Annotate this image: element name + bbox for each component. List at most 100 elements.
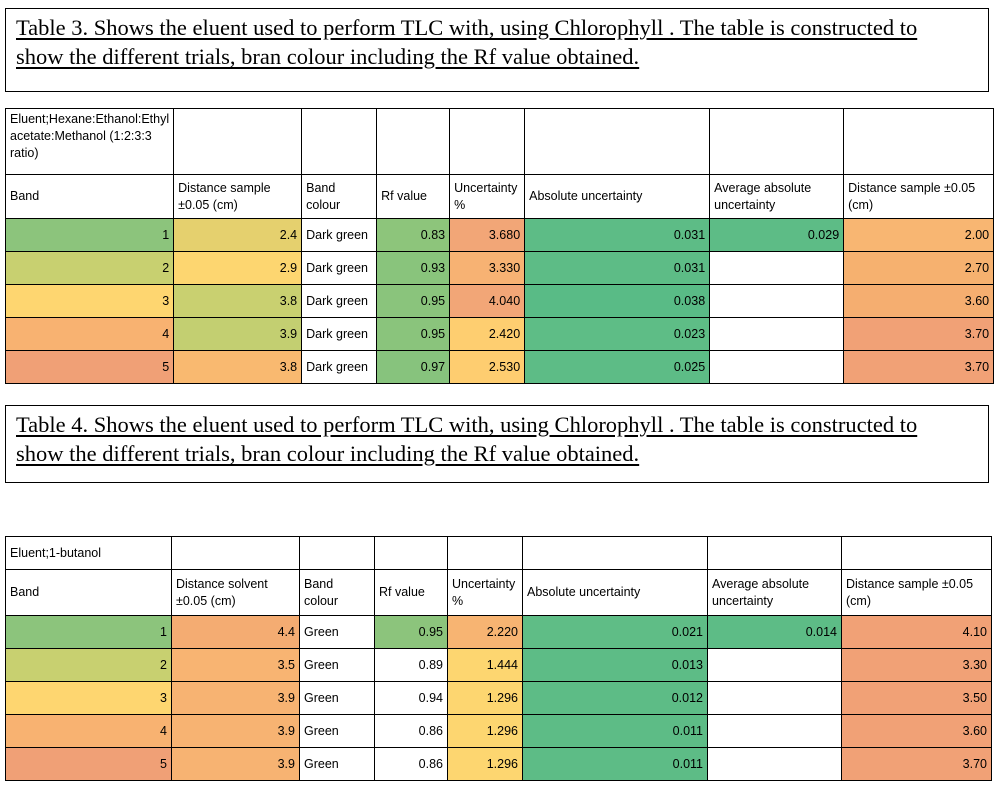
absolute-uncertainty-cell: 0.031 [524, 251, 711, 285]
distance-sample-cell: 3.60 [843, 284, 995, 318]
band-colour-cell: Dark green [301, 317, 378, 351]
average-absolute-uncertainty-cell [707, 681, 842, 715]
uncertainty-pct-cell: 2.220 [447, 615, 523, 649]
rf-value-cell: 0.83 [376, 218, 451, 252]
distance-sample-cell: 3.70 [841, 747, 992, 781]
table4-header-absolute-uncertainty: Absolute uncertainty [522, 569, 708, 616]
band-colour-cell: Green [299, 747, 375, 781]
distance-sample-cell: 2.70 [843, 251, 995, 285]
uncertainty-pct-cell: 4.040 [449, 284, 526, 318]
table4-caption: Table 4. Shows the eluent used to perfor… [5, 405, 989, 483]
uncertainty-pct-cell: 1.296 [447, 714, 523, 748]
band-colour-cell: Green [299, 714, 375, 748]
band-cell: 4 [5, 714, 172, 748]
absolute-uncertainty-cell: 0.038 [524, 284, 711, 318]
distance-cell: 3.9 [173, 317, 303, 351]
table-row: 3 3.9 Green 0.94 1.296 0.012 3.50 [5, 681, 992, 715]
table-row: 2 2.9 Dark green 0.93 3.330 0.031 2.70 [4, 251, 995, 285]
table4: Eluent;1-butanol Band Distance solvent ±… [5, 536, 992, 781]
absolute-uncertainty-cell: 0.021 [522, 615, 708, 649]
band-colour-cell: Dark green [301, 251, 378, 285]
distance-sample-cell: 3.70 [843, 350, 995, 384]
rf-value-cell: 0.86 [374, 747, 448, 781]
distance-sample-cell: 3.60 [841, 714, 992, 748]
distance-sample-cell: 3.70 [843, 317, 995, 351]
table4-header-band-colour: Band colour [299, 569, 375, 616]
table3-header-band-colour: Band colour [301, 174, 378, 219]
table4-header-row: Band Distance solvent ±0.05 (cm) Band co… [5, 569, 992, 616]
table3: Eluent;Hexane:Ethanol:Ethyl acetate:Meth… [4, 108, 995, 384]
distance-cell: 3.8 [173, 284, 303, 318]
distance-cell: 3.9 [171, 747, 300, 781]
table3-header-distance-sample: Distance sample ±0.05 (cm) [843, 174, 995, 219]
absolute-uncertainty-cell: 0.012 [522, 681, 708, 715]
table4-header-distance-sample: Distance sample ±0.05 (cm) [841, 569, 992, 616]
table4-caption-line1: Table 4. Shows the eluent used to perfor… [16, 412, 918, 437]
distance-sample-cell: 3.50 [841, 681, 992, 715]
average-absolute-uncertainty-cell [709, 284, 845, 318]
band-cell: 2 [5, 648, 172, 682]
average-absolute-uncertainty-cell [709, 251, 845, 285]
table4-header-average-absolute-uncertainty: Average absolute uncertainty [707, 569, 842, 616]
uncertainty-pct-cell: 2.420 [449, 317, 526, 351]
rf-value-cell: 0.93 [376, 251, 451, 285]
table3-header-average-absolute-uncertainty: Average absolute uncertainty [709, 174, 845, 219]
distance-cell: 2.4 [173, 218, 303, 252]
table-row: 3 3.8 Dark green 0.95 4.040 0.038 3.60 [4, 284, 995, 318]
table-row: 1 4.4 Green 0.95 2.220 0.021 0.014 4.10 [5, 615, 992, 649]
band-cell: 1 [4, 218, 175, 252]
band-colour-cell: Dark green [301, 218, 378, 252]
average-absolute-uncertainty-cell [707, 648, 842, 682]
absolute-uncertainty-cell: 0.025 [524, 350, 711, 384]
average-absolute-uncertainty-cell [709, 350, 845, 384]
uncertainty-pct-cell: 1.296 [447, 747, 523, 781]
band-cell: 5 [5, 747, 172, 781]
band-cell: 3 [5, 681, 172, 715]
band-colour-cell: Dark green [301, 350, 378, 384]
table3-caption-line2: show the different trials, bran colour i… [16, 44, 640, 69]
table4-caption-line2: show the different trials, bran colour i… [16, 441, 640, 466]
distance-cell: 3.8 [173, 350, 303, 384]
table3-header-distance: Distance sample ±0.05 (cm) [173, 174, 303, 219]
rf-value-cell: 0.95 [376, 317, 451, 351]
table4-title-row: Eluent;1-butanol [5, 536, 992, 570]
distance-cell: 3.5 [171, 648, 300, 682]
band-cell: 3 [4, 284, 175, 318]
average-absolute-uncertainty-cell [709, 317, 845, 351]
band-cell: 4 [4, 317, 175, 351]
average-absolute-uncertainty-cell [707, 714, 842, 748]
table4-header-band: Band [5, 569, 172, 616]
distance-sample-cell: 3.30 [841, 648, 992, 682]
uncertainty-pct-cell: 1.444 [447, 648, 523, 682]
table3-body: 1 2.4 Dark green 0.83 3.680 0.031 0.029 2.00 2 2.… [4, 218, 995, 384]
table4-header-rf-value: Rf value [374, 569, 448, 616]
uncertainty-pct-cell: 2.530 [449, 350, 526, 384]
table4-eluent-title: Eluent;1-butanol [5, 536, 172, 570]
table-row: 1 2.4 Dark green 0.83 3.680 0.031 0.029 2.00 [4, 218, 995, 252]
table4-body: 1 4.4 Green 0.95 2.220 0.021 0.014 4.10 2 3.5 Gree… [5, 615, 992, 781]
table-row: 4 3.9 Dark green 0.95 2.420 0.023 3.70 [4, 317, 995, 351]
absolute-uncertainty-cell: 0.023 [524, 317, 711, 351]
distance-cell: 2.9 [173, 251, 303, 285]
table3-header-rf-value: Rf value [376, 174, 451, 219]
rf-value-cell: 0.95 [376, 284, 451, 318]
table3-caption-line1: Table 3. Shows the eluent used to perfor… [16, 15, 918, 40]
absolute-uncertainty-cell: 0.011 [522, 747, 708, 781]
rf-value-cell: 0.97 [376, 350, 451, 384]
table3-caption: Table 3. Shows the eluent used to perfor… [5, 8, 989, 92]
distance-cell: 4.4 [171, 615, 300, 649]
table-row: 5 3.8 Dark green 0.97 2.530 0.025 3.70 [4, 350, 995, 384]
band-cell: 2 [4, 251, 175, 285]
table-row: 4 3.9 Green 0.86 1.296 0.011 3.60 [5, 714, 992, 748]
rf-value-cell: 0.95 [374, 615, 448, 649]
rf-value-cell: 0.89 [374, 648, 448, 682]
distance-cell: 3.9 [171, 681, 300, 715]
table3-title-row: Eluent;Hexane:Ethanol:Ethyl acetate:Meth… [4, 108, 995, 175]
band-cell: 1 [5, 615, 172, 649]
table-row: 5 3.9 Green 0.86 1.296 0.011 3.70 [5, 747, 992, 781]
distance-cell: 3.9 [171, 714, 300, 748]
table3-eluent-title: Eluent;Hexane:Ethanol:Ethyl acetate:Meth… [4, 108, 175, 175]
table3-header-band: Band [4, 174, 175, 219]
table4-header-distance-solvent: Distance solvent ±0.05 (cm) [171, 569, 300, 616]
distance-sample-cell: 2.00 [843, 218, 995, 252]
